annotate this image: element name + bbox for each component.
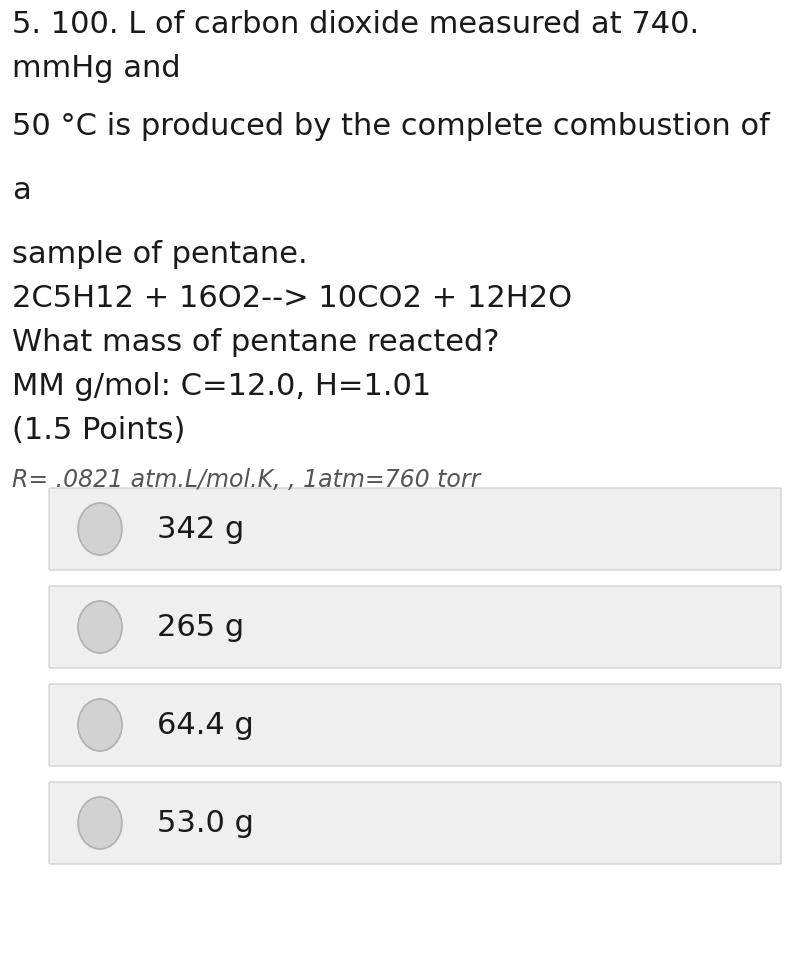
Text: sample of pentane.: sample of pentane.: [12, 239, 308, 269]
Text: a: a: [12, 176, 31, 205]
Ellipse shape: [78, 504, 122, 555]
Ellipse shape: [78, 700, 122, 752]
Text: 64.4 g: 64.4 g: [157, 711, 254, 740]
Text: (1.5 Points): (1.5 Points): [12, 415, 185, 445]
Text: 342 g: 342 g: [157, 515, 244, 544]
FancyBboxPatch shape: [49, 586, 781, 668]
Text: 53.0 g: 53.0 g: [157, 808, 254, 838]
Text: 50 °C is produced by the complete combustion of: 50 °C is produced by the complete combus…: [12, 111, 770, 141]
FancyBboxPatch shape: [49, 782, 781, 864]
FancyBboxPatch shape: [49, 684, 781, 766]
Text: 265 g: 265 g: [157, 613, 244, 642]
Ellipse shape: [78, 602, 122, 653]
Text: What mass of pentane reacted?: What mass of pentane reacted?: [12, 328, 499, 357]
Text: 2C5H12 + 16O2--> 10CO2 + 12H2O: 2C5H12 + 16O2--> 10CO2 + 12H2O: [12, 283, 572, 312]
Ellipse shape: [78, 798, 122, 850]
Text: 5. 100. L of carbon dioxide measured at 740.: 5. 100. L of carbon dioxide measured at …: [12, 10, 699, 39]
FancyBboxPatch shape: [49, 488, 781, 571]
Text: R= .0821 atm.L/mol.K, , 1atm=760 torr: R= .0821 atm.L/mol.K, , 1atm=760 torr: [12, 467, 480, 491]
Text: MM g/mol: C=12.0, H=1.01: MM g/mol: C=12.0, H=1.01: [12, 372, 431, 401]
Text: mmHg and: mmHg and: [12, 54, 180, 83]
